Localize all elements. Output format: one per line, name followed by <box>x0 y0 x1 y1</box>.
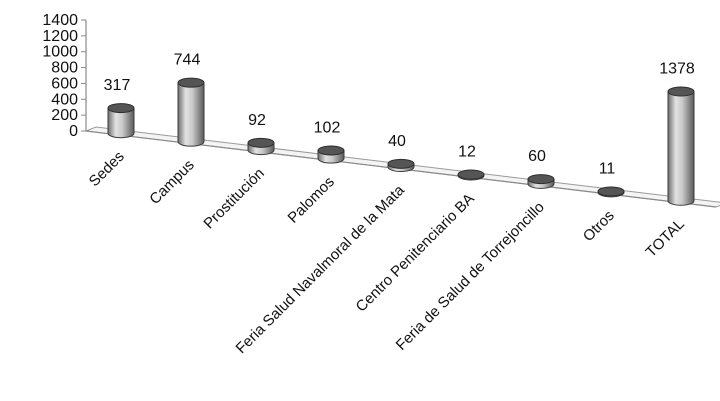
data-label: 12 <box>458 143 476 160</box>
bar <box>247 137 275 156</box>
y-tick-label: 1200 <box>42 28 78 45</box>
category-label: Prostitución <box>200 165 267 232</box>
category-label: Palomos <box>285 173 338 226</box>
category-label: Feria Salud Navalmoral de la Mata <box>232 181 408 357</box>
bar <box>667 86 695 206</box>
category-label: Campus <box>146 156 198 208</box>
bar-top <box>527 174 555 185</box>
data-label: 11 <box>599 160 616 177</box>
data-label: 317 <box>104 77 131 94</box>
category-label: Feria de Salud de Torrejoncillo <box>393 199 548 354</box>
bar <box>177 77 205 147</box>
y-tick-label: 400 <box>51 91 78 108</box>
bar <box>317 145 345 164</box>
bar-top <box>457 169 485 180</box>
bar-top <box>107 103 135 114</box>
bar <box>527 174 555 189</box>
bar-body <box>107 107 135 139</box>
bar-top <box>247 137 275 148</box>
data-label: 1378 <box>659 61 695 78</box>
bar <box>107 103 135 139</box>
bar-body <box>177 82 205 147</box>
data-label: 92 <box>248 112 266 129</box>
bar <box>457 169 485 181</box>
bar-body <box>667 91 695 206</box>
data-labels: 317 744 92 102 40 12 60 11 1378 <box>104 52 695 178</box>
data-label: 60 <box>528 148 546 165</box>
category-label: Sedes <box>86 148 128 190</box>
data-label: 40 <box>388 133 406 150</box>
bars <box>107 77 695 206</box>
category-label: Otros <box>580 207 618 245</box>
bar-top <box>597 186 625 197</box>
bar <box>387 158 415 172</box>
bar-top <box>317 145 345 156</box>
data-label: 102 <box>314 119 341 136</box>
y-tick-label: 200 <box>51 107 78 124</box>
bar-top <box>667 86 695 97</box>
y-tick-label: 600 <box>51 75 78 92</box>
category-label: TOTAL <box>643 216 688 261</box>
y-tick-label: 1000 <box>42 44 78 61</box>
y-tick-label: 1400 <box>42 12 78 29</box>
bar <box>597 186 625 198</box>
y-tick-label: 800 <box>51 60 78 77</box>
y-tick-label: 0 <box>69 123 78 140</box>
bar-top <box>177 77 205 88</box>
data-label: 744 <box>174 52 201 69</box>
bar-top <box>387 158 415 169</box>
